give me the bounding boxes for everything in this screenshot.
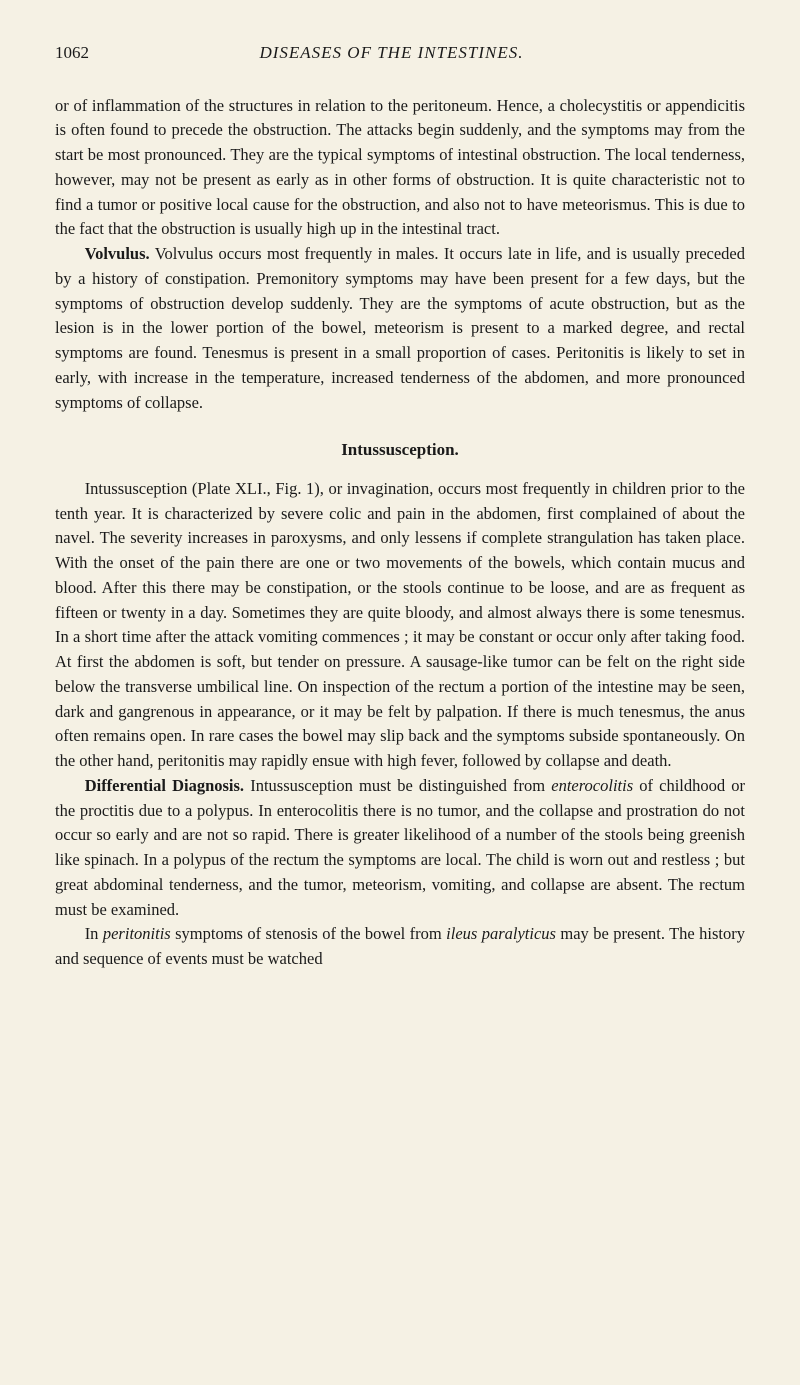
page-number: 1062 bbox=[55, 40, 89, 66]
section-heading-intussusception: Intussusception. bbox=[55, 437, 745, 463]
italic-peritonitis: peritonitis bbox=[103, 924, 171, 943]
para4-text2: of childhood or the proctitis due to a p… bbox=[55, 776, 745, 919]
page-header: 1062 DISEASES OF THE INTESTINES. bbox=[55, 40, 745, 66]
term-differential-diagnosis: Differential Diagnosis. bbox=[85, 776, 244, 795]
running-title: DISEASES OF THE INTESTINES. bbox=[89, 40, 694, 66]
italic-enterocolitis: enterocolitis bbox=[551, 776, 633, 795]
paragraph-volvulus: Volvulus. Volvulus occurs most frequentl… bbox=[55, 242, 745, 415]
term-volvulus: Volvulus. bbox=[85, 244, 150, 263]
paragraph-1: or of inflammation of the structures in … bbox=[55, 94, 745, 243]
para5-text2: symptoms of stenosis of the bowel from bbox=[171, 924, 446, 943]
paragraph-peritonitis: In peritonitis symptoms of stenosis of t… bbox=[55, 922, 745, 972]
paragraph-intussusception: Intussusception (Plate XLI., Fig. 1), or… bbox=[55, 477, 745, 774]
para4-text1: Intussusception must be distinguished fr… bbox=[244, 776, 551, 795]
para5-text1: In bbox=[85, 924, 103, 943]
italic-ileus-paralyticus: ileus paralyticus bbox=[446, 924, 556, 943]
paragraph-differential: Differential Diagnosis. Intussusception … bbox=[55, 774, 745, 923]
page: 1062 DISEASES OF THE INTESTINES. or of i… bbox=[0, 0, 800, 1022]
paragraph-volvulus-text: Volvulus occurs most frequently in males… bbox=[55, 244, 745, 412]
